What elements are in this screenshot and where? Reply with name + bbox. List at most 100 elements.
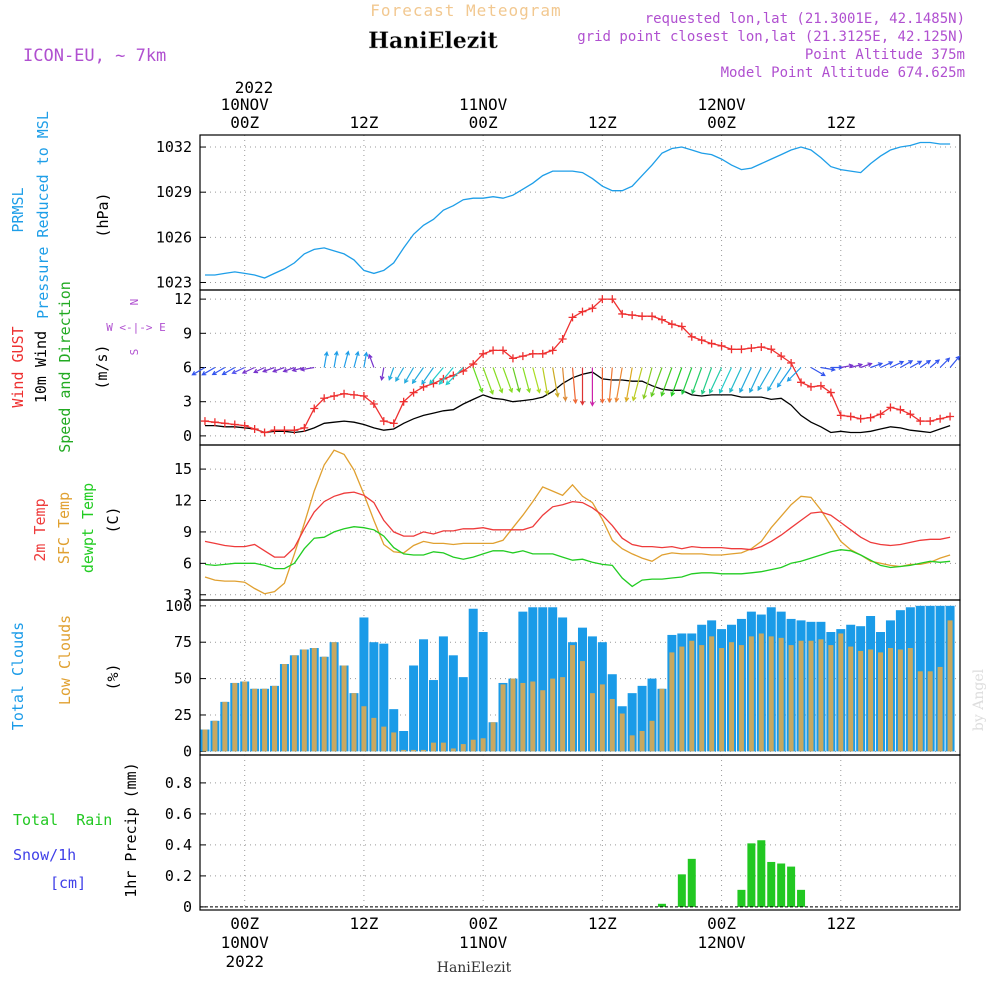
y-tick-label: 9	[183, 523, 192, 541]
wind-arrow	[919, 359, 932, 368]
low-cloud-bar	[550, 678, 556, 752]
y-tick-label: 12	[174, 492, 192, 510]
wind-arrow	[562, 367, 568, 402]
gust-marker	[538, 349, 547, 358]
station-title: HaniElezit	[368, 28, 498, 54]
wind-arrow	[333, 350, 339, 368]
y-tick-label: 0.6	[165, 805, 192, 823]
gust-marker	[270, 426, 279, 435]
wind-arrow	[890, 360, 905, 369]
top-date-label: 12NOV	[697, 95, 746, 114]
low-cloud-bar	[540, 690, 546, 752]
gust-marker	[757, 342, 766, 351]
gust-marker	[767, 345, 776, 354]
label-percent: (%)	[104, 663, 122, 690]
wind-arrow	[718, 367, 733, 395]
low-cloud-bar	[887, 648, 893, 752]
wind-arrow	[191, 366, 206, 376]
bottom-hour-label: 00Z	[469, 914, 498, 933]
low-cloud-bar	[530, 681, 536, 752]
wind-arrow	[262, 366, 275, 373]
low-cloud-bar	[858, 650, 864, 752]
low-cloud-bar	[897, 649, 903, 752]
wind-arrow	[323, 350, 329, 368]
low-cloud-bar	[450, 748, 456, 752]
gust-marker	[419, 382, 428, 391]
wind-arrow	[650, 367, 663, 398]
label-cm: [cm]	[50, 874, 86, 892]
gust-marker	[777, 352, 786, 361]
wind-arrow	[810, 366, 826, 377]
model-name: ICON-EU, ~ 7km	[23, 46, 166, 66]
y-tick-label: 50	[174, 670, 192, 688]
wind-arrow	[624, 367, 633, 403]
label-wind-gust: Wind GUST	[9, 326, 27, 407]
y-tick-label: 75	[174, 633, 192, 651]
low-cloud-bar	[361, 706, 367, 752]
wind-arrow	[681, 367, 693, 395]
wind-panel: 0 3 6 9 12	[174, 289, 961, 446]
total-cloud-bar	[379, 643, 389, 752]
low-cloud-bar	[212, 720, 218, 752]
low-cloud-bar	[729, 642, 735, 752]
wind-arrow	[492, 367, 504, 394]
top-hour-label: 00Z	[469, 113, 498, 132]
wind-arrow	[614, 367, 623, 403]
wind-arrow	[363, 351, 369, 368]
wind-arrow	[870, 362, 884, 369]
low-cloud-bar	[560, 677, 566, 752]
gust-marker	[707, 339, 716, 348]
gust-marker	[320, 394, 329, 403]
gust-marker	[727, 345, 736, 354]
gust-marker	[578, 307, 587, 316]
low-cloud-bar	[281, 664, 287, 752]
total-cloud-bar	[627, 693, 637, 752]
gust-marker	[230, 420, 239, 429]
label-speed-direction: Speed and Direction	[56, 281, 74, 453]
gust-marker	[389, 419, 398, 428]
low-cloud-bar	[848, 646, 854, 752]
precip-panel: 0 0.2 0.4 0.6 0.8	[165, 754, 961, 916]
gust-marker	[667, 320, 676, 329]
gust-marker	[797, 378, 806, 387]
total-cloud-bar	[409, 665, 419, 752]
cloud-labels: Total Clouds Low Clouds (%)	[9, 615, 122, 730]
total-cloud-bar	[438, 636, 448, 752]
wind-arrow	[532, 367, 542, 394]
label-pressure-msl: Pressure Reduced to MSL	[34, 111, 52, 319]
low-cloud-bar	[311, 648, 317, 752]
gust-marker	[638, 312, 647, 321]
wind-arrow	[607, 367, 613, 404]
info-point-altitude: Point Altitude 375m	[805, 47, 965, 63]
wind-arrow	[368, 353, 375, 368]
bottom-hour-label: 00Z	[707, 914, 736, 933]
low-cloud-bar	[709, 636, 715, 752]
low-cloud-bar	[411, 749, 417, 752]
wind-arrow	[691, 367, 703, 395]
low-cloud-bar	[768, 636, 774, 752]
top-hour-label: 00Z	[230, 113, 259, 132]
precip-labels: Total Rain Snow/1h [cm] 1hr Precip (mm)	[13, 762, 140, 897]
low-cloud-bar	[947, 620, 953, 752]
low-cloud-bar	[818, 639, 824, 752]
wind-arrow	[201, 366, 216, 376]
panel-frame	[199, 134, 961, 291]
low-cloud-bar	[738, 645, 744, 752]
gust-marker	[856, 414, 865, 423]
y-tick-label: 6	[183, 554, 192, 572]
wind-arrow	[421, 367, 434, 385]
gust-marker	[479, 349, 488, 358]
gust-marker	[826, 388, 835, 397]
wind-arrow	[700, 367, 713, 395]
y-tick-label: 0	[183, 742, 192, 760]
low-cloud-bar	[579, 661, 585, 752]
low-cloud-bar	[440, 742, 446, 752]
low-cloud-bar	[828, 645, 834, 752]
wind-arrow	[660, 367, 673, 397]
total-cloud-bar	[399, 730, 409, 752]
wind-arrow	[502, 367, 514, 394]
low-cloud-bar	[669, 652, 675, 752]
gust-marker	[300, 423, 309, 432]
low-cloud-bar	[470, 739, 476, 752]
